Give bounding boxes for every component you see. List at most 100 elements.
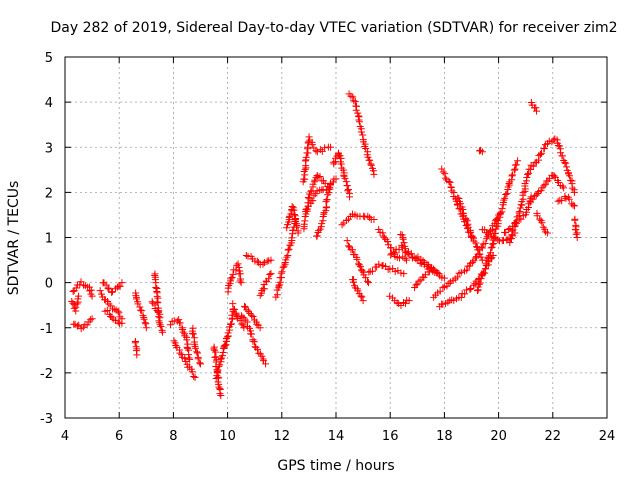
data-point — [104, 284, 112, 292]
data-point — [75, 292, 83, 300]
data-point — [457, 268, 465, 276]
data-point — [249, 313, 257, 321]
data-point — [346, 193, 354, 201]
data-point — [363, 277, 371, 285]
data-point — [190, 372, 198, 380]
data-point — [253, 320, 261, 328]
data-point — [532, 104, 540, 112]
data-point — [375, 260, 383, 268]
x-tick-label: 8 — [169, 429, 177, 444]
data-point — [196, 359, 204, 367]
data-point — [554, 197, 562, 205]
data-point — [496, 209, 504, 217]
data-point — [503, 190, 511, 198]
data-point — [315, 227, 323, 235]
data-point — [472, 239, 480, 247]
data-point — [514, 157, 522, 165]
data-point — [468, 233, 476, 241]
data-point — [380, 234, 388, 242]
data-point — [288, 203, 296, 211]
data-point — [416, 259, 424, 267]
data-point — [138, 307, 146, 315]
data-point — [115, 309, 123, 317]
data-point — [309, 197, 317, 205]
data-point — [321, 144, 329, 152]
data-point — [98, 290, 106, 298]
data-point — [388, 250, 396, 258]
data-point — [73, 300, 81, 308]
data-point — [462, 215, 470, 223]
data-point — [288, 234, 296, 242]
data-point — [290, 210, 298, 218]
data-point — [402, 299, 410, 307]
y-tick-label: 0 — [45, 277, 53, 292]
data-point — [275, 282, 283, 290]
data-point — [216, 390, 224, 398]
data-point — [498, 205, 506, 213]
data-points — [68, 90, 581, 399]
data-point — [436, 287, 444, 295]
data-point — [327, 143, 335, 151]
data-point — [194, 349, 202, 357]
data-point — [565, 195, 573, 203]
data-point — [228, 311, 236, 319]
data-point — [455, 195, 463, 203]
data-point — [400, 239, 408, 247]
data-point — [477, 253, 485, 261]
data-point — [386, 292, 394, 300]
data-point — [227, 321, 235, 329]
data-point — [490, 239, 498, 247]
data-point — [212, 375, 220, 383]
data-point — [253, 345, 261, 353]
data-point — [350, 97, 358, 105]
data-point — [509, 171, 517, 179]
data-point — [83, 321, 91, 329]
data-point — [294, 229, 302, 237]
data-point — [108, 288, 116, 296]
data-point — [237, 279, 245, 287]
data-point — [344, 185, 352, 193]
data-point — [229, 270, 237, 278]
data-point — [502, 191, 510, 199]
data-point — [352, 106, 360, 114]
data-point — [508, 172, 516, 180]
data-point — [538, 219, 546, 227]
data-point — [238, 320, 246, 328]
data-point — [540, 182, 548, 190]
x-axis-title: GPS time / hours — [277, 458, 394, 474]
data-point — [358, 267, 366, 275]
data-point — [107, 302, 115, 310]
data-point — [342, 178, 350, 186]
data-point — [327, 179, 335, 187]
data-point — [341, 174, 349, 182]
data-point — [136, 303, 144, 311]
data-point — [152, 283, 160, 291]
data-point — [316, 172, 324, 180]
data-point — [387, 251, 395, 259]
data-point — [303, 205, 311, 213]
data-point — [487, 226, 495, 234]
x-tick-label: 20 — [490, 429, 507, 444]
y-tick-label: -1 — [40, 322, 53, 337]
data-point — [285, 245, 293, 253]
data-point — [454, 194, 462, 202]
data-point — [192, 344, 200, 352]
data-point — [457, 294, 465, 302]
y-tick-label: 1 — [45, 232, 53, 247]
data-point — [567, 176, 575, 184]
data-point — [344, 242, 352, 250]
x-tick-label: 14 — [328, 429, 345, 444]
grid — [65, 57, 607, 418]
y-tick-label: -3 — [40, 412, 53, 427]
data-point — [262, 360, 270, 368]
data-point — [472, 254, 480, 262]
data-point — [289, 226, 297, 234]
data-point — [102, 281, 110, 289]
data-point — [96, 287, 104, 295]
data-point — [482, 265, 490, 273]
data-point — [86, 316, 94, 324]
data-point — [189, 329, 197, 337]
data-point — [474, 246, 482, 254]
data-point — [440, 274, 448, 282]
data-point — [246, 309, 254, 317]
